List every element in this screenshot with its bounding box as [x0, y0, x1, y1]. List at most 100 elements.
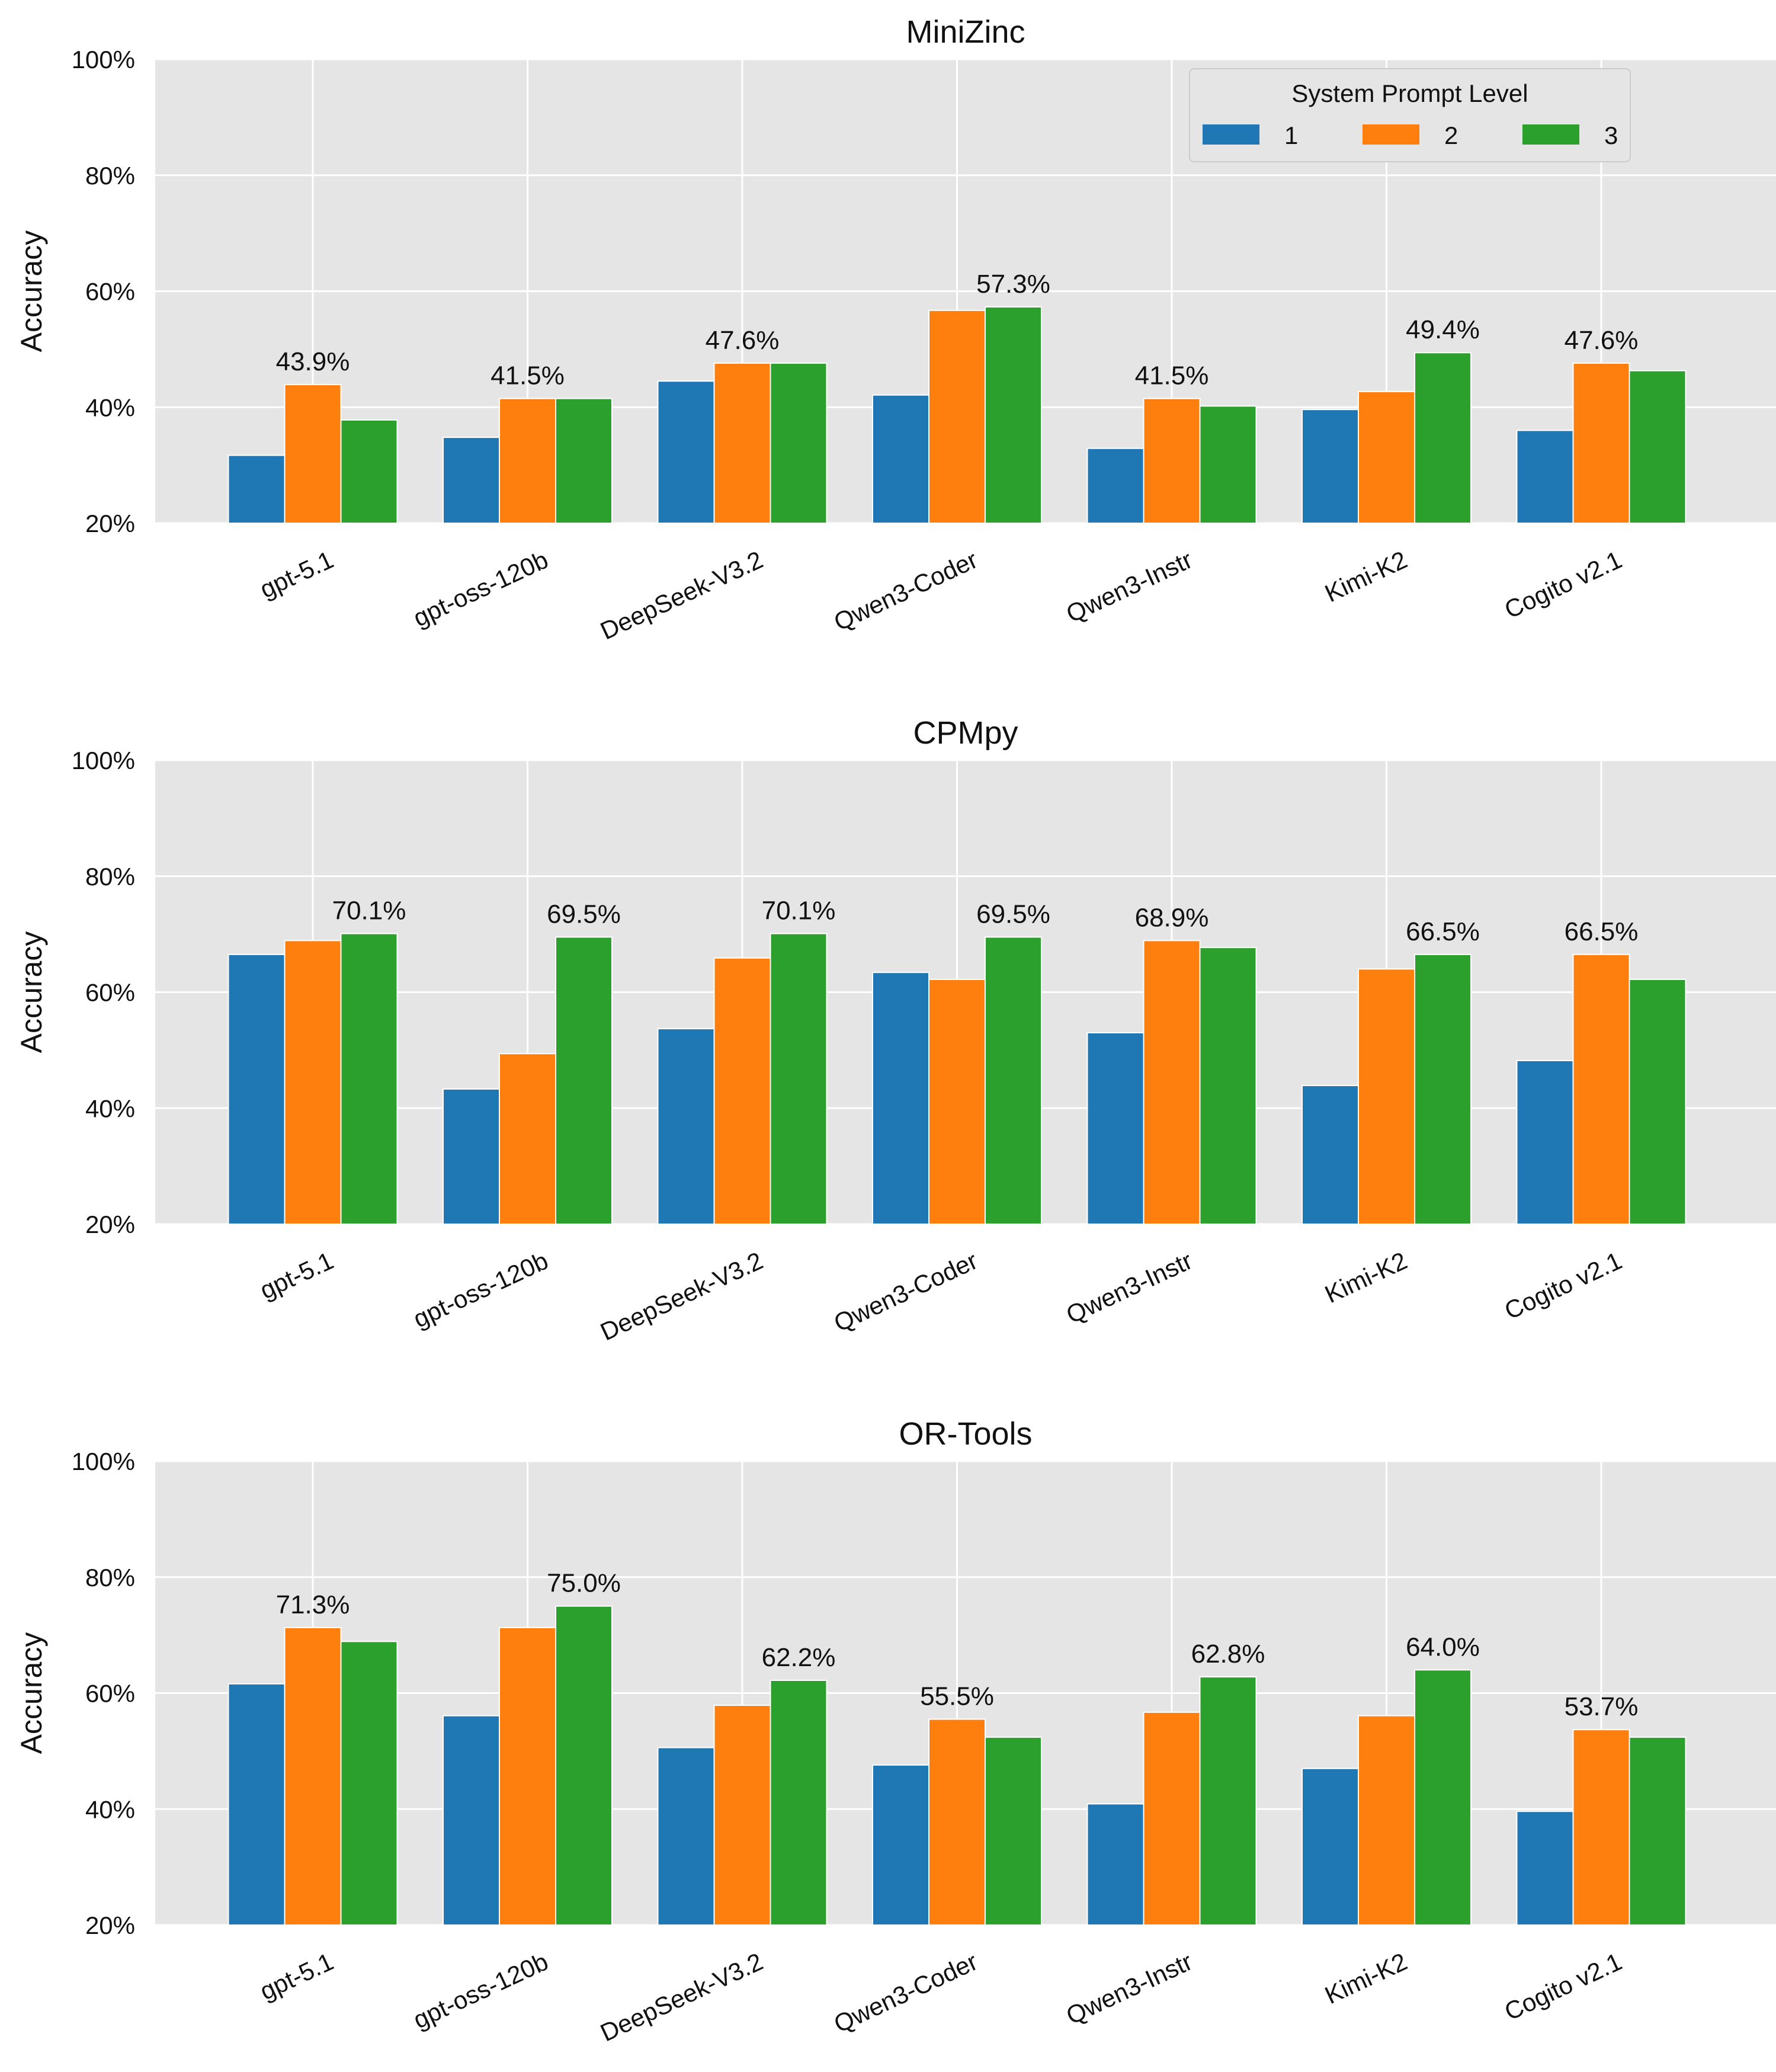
bar-cogito-v2-1-level-3 — [1628, 1736, 1687, 1926]
bar-qwen3-instr-level-2 — [1143, 1711, 1201, 1926]
bar-deepseek-v3-2-level-2 — [713, 957, 771, 1225]
data-label: 41.5% — [1135, 361, 1209, 390]
legend-swatch-3 — [1522, 124, 1579, 145]
bar-gpt-5-1-level-3 — [340, 933, 398, 1225]
bar-kimi-k2-level-2 — [1358, 390, 1415, 524]
bar-cogito-v2-1-level-1 — [1516, 430, 1574, 524]
bar-kimi-k2-level-1 — [1301, 409, 1359, 524]
data-label: 41.5% — [491, 361, 565, 390]
y-tick-label: 20% — [85, 1210, 135, 1238]
bar-qwen3-instr-level-1 — [1086, 1803, 1145, 1926]
bar-qwen3-instr-level-1 — [1086, 447, 1145, 524]
x-tick-label: gpt-5.1 — [255, 546, 337, 604]
bar-kimi-k2-level-1 — [1301, 1767, 1359, 1926]
x-tick-label: gpt-oss-120b — [409, 1948, 552, 2034]
bar-qwen3-instr-level-3 — [1199, 947, 1257, 1225]
y-tick-label: 20% — [85, 510, 135, 537]
bar-deepseek-v3-2-level-3 — [770, 362, 828, 524]
y-tick-label: 80% — [85, 863, 135, 891]
data-label: 55.5% — [920, 1682, 994, 1711]
y-tick-label: 20% — [85, 1911, 135, 1939]
bar-deepseek-v3-2-level-3 — [770, 1679, 828, 1926]
data-label: 53.7% — [1565, 1692, 1639, 1721]
x-tick-label: Cogito v2.1 — [1500, 1948, 1626, 2026]
bar-gpt-oss-120b-level-1 — [443, 1088, 500, 1225]
legend-swatch-2 — [1363, 124, 1419, 145]
bar-gpt-5-1-level-1 — [227, 1683, 286, 1926]
x-tick-label: gpt-oss-120b — [409, 546, 552, 632]
x-tick-label: Kimi-K2 — [1320, 1948, 1411, 2010]
y-tick-label: 80% — [85, 1564, 135, 1591]
x-tick-label: Kimi-K2 — [1320, 1247, 1411, 1309]
bar-kimi-k2-level-3 — [1414, 953, 1472, 1225]
bar-gpt-oss-120b-level-3 — [555, 398, 613, 524]
bar-kimi-k2-level-2 — [1358, 1715, 1415, 1926]
bar-qwen3-instr-level-3 — [1199, 405, 1257, 524]
bar-qwen3-coder-level-1 — [872, 972, 929, 1225]
x-tick-label: Qwen3-Coder — [829, 1948, 982, 2038]
y-tick-label: 100% — [72, 1447, 135, 1475]
data-label: 69.5% — [547, 900, 621, 929]
x-tick-label: Qwen3-Instr — [1062, 1948, 1197, 2030]
bar-qwen3-coder-level-2 — [928, 309, 986, 524]
data-label: 62.2% — [762, 1643, 836, 1672]
x-tick-label: Kimi-K2 — [1320, 546, 1411, 608]
legend-label-1: 1 — [1284, 121, 1298, 149]
y-axis-label: Accuracy — [15, 230, 48, 353]
y-tick-label: 100% — [72, 46, 135, 73]
bar-kimi-k2-level-1 — [1301, 1085, 1359, 1225]
data-label: 69.5% — [976, 900, 1050, 929]
bar-cogito-v2-1-level-2 — [1572, 953, 1630, 1225]
bar-qwen3-coder-level-1 — [872, 394, 929, 524]
x-tick-label: Qwen3-Instr — [1062, 1247, 1197, 1329]
bar-deepseek-v3-2-level-2 — [713, 1705, 771, 1926]
bar-gpt-oss-120b-level-1 — [443, 437, 500, 524]
y-tick-label: 80% — [85, 162, 135, 190]
bar-cogito-v2-1-level-1 — [1516, 1811, 1574, 1926]
bar-cogito-v2-1-level-2 — [1572, 362, 1630, 524]
y-tick-label: 40% — [85, 1795, 135, 1823]
data-label: 66.5% — [1565, 917, 1639, 946]
chart-title: CPMpy — [913, 715, 1018, 751]
bar-gpt-oss-120b-level-3 — [555, 936, 613, 1225]
bar-gpt-oss-120b-level-1 — [443, 1715, 500, 1926]
legend-label-2: 2 — [1444, 121, 1458, 149]
bar-kimi-k2-level-3 — [1414, 1669, 1472, 1926]
data-label: 47.6% — [1565, 326, 1639, 355]
bar-qwen3-instr-level-2 — [1143, 398, 1201, 524]
y-axis-label: Accuracy — [15, 931, 48, 1053]
x-tick-label: gpt-5.1 — [255, 1247, 337, 1305]
y-tick-label: 60% — [85, 278, 135, 306]
x-tick-label: Qwen3-Instr — [1062, 546, 1197, 628]
bar-gpt-oss-120b-level-3 — [555, 1605, 613, 1926]
data-label: 71.3% — [276, 1590, 350, 1619]
bar-deepseek-v3-2-level-1 — [657, 1028, 715, 1225]
bar-cogito-v2-1-level-3 — [1628, 978, 1687, 1225]
bar-gpt-5-1-level-2 — [284, 940, 342, 1225]
bar-qwen3-instr-level-1 — [1086, 1032, 1145, 1225]
data-label: 57.3% — [976, 270, 1050, 299]
bar-deepseek-v3-2-level-1 — [657, 1747, 715, 1926]
x-tick-label: Qwen3-Coder — [829, 1247, 982, 1337]
bar-qwen3-coder-level-2 — [928, 1718, 986, 1926]
bar-gpt-oss-120b-level-2 — [499, 398, 556, 524]
x-tick-label: gpt-oss-120b — [409, 1247, 552, 1333]
bar-gpt-oss-120b-level-2 — [499, 1626, 556, 1926]
y-axis-label: Accuracy — [15, 1632, 48, 1754]
x-tick-label: gpt-5.1 — [255, 1948, 337, 2006]
data-label: 66.5% — [1406, 917, 1480, 946]
data-label: 70.1% — [762, 896, 836, 925]
legend: System Prompt Level 1 2 3 — [1189, 68, 1631, 162]
bar-gpt-5-1-level-2 — [284, 1626, 342, 1926]
legend-label-3: 3 — [1604, 121, 1618, 149]
bar-gpt-5-1-level-3 — [340, 1641, 398, 1926]
bar-qwen3-coder-level-3 — [985, 1736, 1042, 1926]
bar-qwen3-coder-level-2 — [928, 978, 986, 1225]
y-tick-label: 40% — [85, 1094, 135, 1122]
chart-panel-1: 20% 40% 60% 80% 100% 43.9% 41.5% 47.6% 57.3% 41.5… — [15, 14, 1776, 645]
data-label: 47.6% — [706, 326, 780, 355]
legend-swatch-1 — [1203, 124, 1259, 145]
data-label: 64.0% — [1406, 1632, 1480, 1661]
legend-title: System Prompt Level — [1291, 79, 1528, 107]
x-tick-label: Cogito v2.1 — [1500, 546, 1626, 624]
